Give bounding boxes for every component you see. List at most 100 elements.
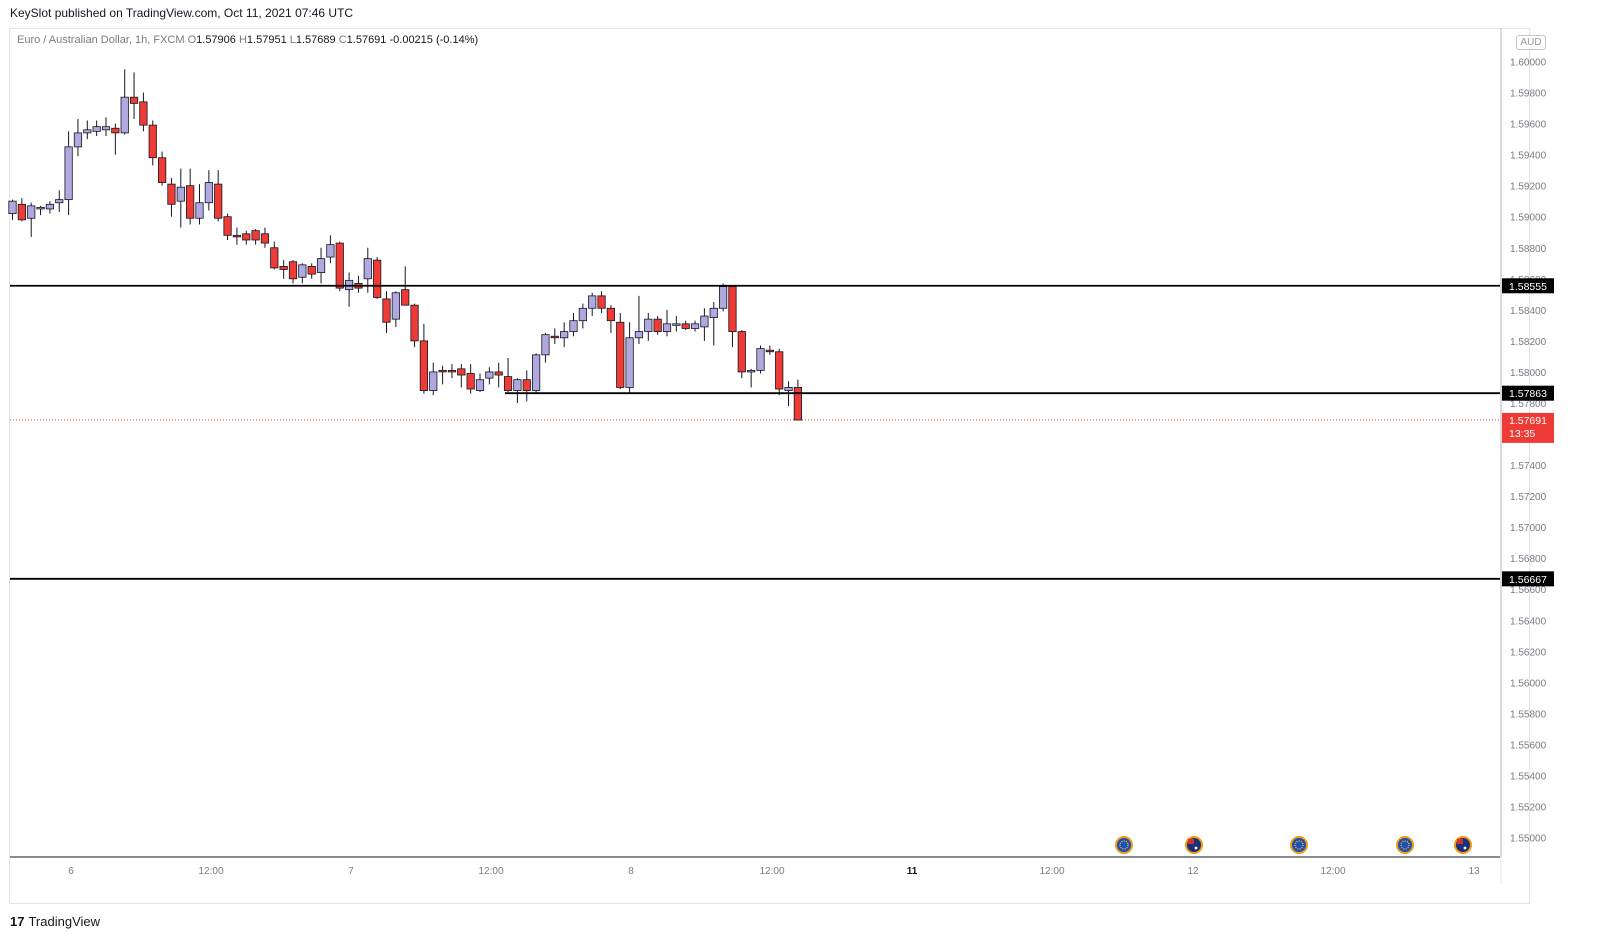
au-flag-icon[interactable]	[1454, 836, 1472, 854]
candle-body	[485, 371, 494, 379]
candle-body	[522, 379, 531, 391]
candle-body	[176, 186, 185, 202]
candle-body	[747, 369, 756, 373]
last-price-label: 1.57691	[1509, 415, 1547, 427]
price-tick-label: 1.55600	[1510, 740, 1547, 751]
candle-body	[466, 373, 475, 390]
price-tick-label: 1.58400	[1510, 306, 1547, 317]
candle-body	[157, 157, 167, 183]
price-tick-label: 1.58000	[1510, 368, 1547, 379]
time-tick-label: 12:00	[198, 866, 223, 877]
candle-body	[447, 369, 457, 373]
event-marker-fill	[1292, 838, 1306, 852]
price-tick-label: 1.59600	[1510, 120, 1547, 131]
candle-body	[662, 323, 672, 332]
candle-body	[644, 318, 653, 332]
level-price-label: 1.56667	[1509, 574, 1547, 586]
time-tick-label: 12	[1187, 866, 1199, 877]
price-tick-label: 1.59800	[1510, 89, 1547, 100]
price-tick-label: 1.56000	[1510, 678, 1547, 689]
event-marker-fill	[1398, 838, 1412, 852]
candle-body	[756, 348, 765, 371]
event-marker-union	[1457, 839, 1463, 844]
price-tick-label: 1.60000	[1510, 57, 1547, 68]
publisher-line: KeySlot published on TradingView.com, Oc…	[10, 6, 354, 20]
candle-body	[55, 199, 64, 204]
candle-body	[560, 331, 569, 339]
last-price-tag	[1502, 412, 1554, 443]
tradingview-logo-icon: 17	[10, 914, 25, 929]
candle-body	[27, 205, 36, 219]
candle-body	[326, 244, 335, 258]
candle-body	[111, 127, 120, 134]
candle-body	[569, 320, 578, 332]
eu-flag-icon[interactable]	[1290, 836, 1308, 854]
candle-body	[298, 264, 307, 278]
candle-body	[672, 323, 681, 326]
candle-body	[83, 129, 92, 134]
tradingview-brand[interactable]: 17 TradingView	[10, 914, 100, 929]
candle-body	[681, 323, 690, 329]
candle-body	[457, 368, 466, 376]
eu-flag-icon[interactable]	[1115, 836, 1133, 854]
price-tick-label: 1.57000	[1510, 523, 1547, 534]
candle-body	[232, 234, 241, 238]
level-price-tag	[1502, 385, 1554, 401]
level-price-tag	[1502, 571, 1554, 587]
brand-label: TradingView	[28, 914, 101, 929]
event-marker-stars	[1119, 840, 1129, 850]
candle-body	[513, 379, 522, 391]
candle-body	[709, 307, 718, 319]
level-price-label: 1.57863	[1509, 388, 1547, 400]
candle-body	[588, 295, 597, 309]
time-tick-label: 13	[1468, 866, 1480, 877]
candle-body	[270, 247, 279, 269]
time-tick-label: 12:00	[1320, 866, 1345, 877]
candle-body	[719, 286, 728, 309]
candle-body	[279, 265, 288, 270]
candle-body	[475, 379, 485, 391]
candle-body	[410, 304, 419, 342]
price-tick-label: 1.58800	[1510, 244, 1547, 255]
au-flag-icon[interactable]	[1185, 836, 1203, 854]
currency-badge[interactable]: AUD	[1516, 35, 1546, 50]
candle-body	[129, 96, 139, 104]
candle-body	[8, 200, 17, 215]
candle-body	[429, 371, 438, 391]
candle-body	[17, 203, 26, 221]
eu-flag-icon[interactable]	[1396, 836, 1414, 854]
candle-body	[251, 230, 260, 241]
price-tick-label: 1.55400	[1510, 771, 1547, 782]
price-tick-label: 1.56200	[1510, 647, 1547, 658]
price-tick-label: 1.56600	[1510, 585, 1547, 596]
open-value: 1.57906	[196, 34, 236, 46]
price-tick-label: 1.57400	[1510, 461, 1547, 472]
candle-body	[167, 183, 176, 205]
candle-body	[765, 349, 774, 353]
candle-body	[728, 286, 737, 332]
candle-body	[419, 340, 429, 391]
candle-body	[401, 289, 410, 306]
price-tick-label: 1.59200	[1510, 182, 1547, 193]
candle-body	[288, 261, 298, 280]
candle-body	[653, 318, 662, 332]
time-tick-label: 12:00	[478, 866, 503, 877]
candle-body	[532, 354, 541, 391]
candle-body	[578, 307, 587, 322]
event-marker-union	[1188, 839, 1194, 844]
price-tick-label: 1.57200	[1510, 492, 1547, 503]
candle-body	[223, 216, 232, 236]
candle-body	[784, 387, 793, 391]
high-value: 1.57951	[246, 34, 287, 46]
candle-body	[214, 183, 223, 219]
time-tick-label: 8	[628, 866, 634, 877]
candle-body	[606, 307, 616, 322]
time-tick-label: 11	[907, 866, 918, 877]
time-tick-label: 6	[68, 866, 74, 877]
candle-body	[775, 351, 784, 390]
candle-body	[316, 258, 326, 273]
high-label: H	[238, 34, 247, 46]
price-tick-label: 1.57800	[1510, 399, 1547, 410]
low-label: L	[289, 34, 296, 46]
